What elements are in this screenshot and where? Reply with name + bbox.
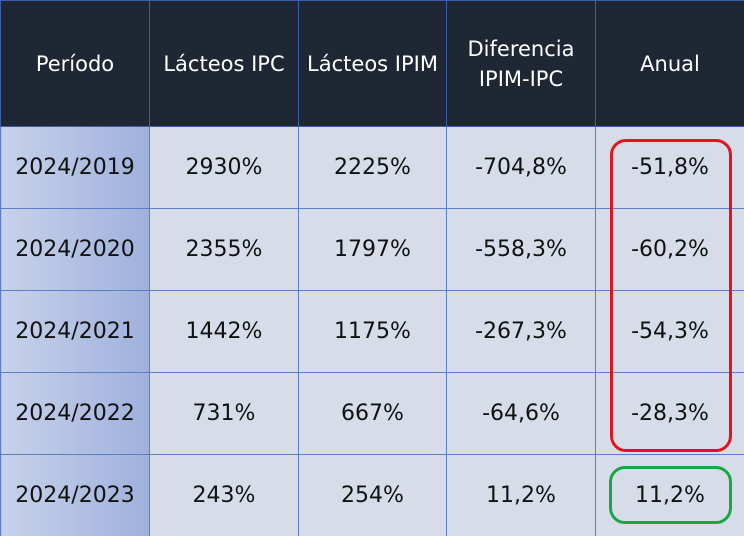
cell-ipc: 1442%	[149, 290, 299, 373]
cell-ipim: 667%	[298, 372, 447, 455]
cell-diferencia: -558,3%	[446, 208, 596, 291]
cell-ipim: 2225%	[298, 126, 447, 209]
table-row: 2024/2023 243% 254% 11,2% 11,2%	[0, 454, 744, 536]
header-lacteos-ipim: Lácteos IPIM	[298, 0, 447, 127]
cell-periodo: 2024/2020	[0, 208, 150, 291]
table-row: 2024/2020 2355% 1797% -558,3% -60,2%	[0, 208, 744, 291]
cell-anual: -28,3%	[595, 372, 744, 455]
cell-diferencia: 11,2%	[446, 454, 596, 536]
table-row: 2024/2021 1442% 1175% -267,3% -54,3%	[0, 290, 744, 373]
cell-periodo: 2024/2021	[0, 290, 150, 373]
cell-diferencia: -267,3%	[446, 290, 596, 373]
cell-anual: -54,3%	[595, 290, 744, 373]
cell-periodo: 2024/2023	[0, 454, 150, 536]
cell-periodo: 2024/2022	[0, 372, 150, 455]
cell-ipc: 2355%	[149, 208, 299, 291]
header-periodo: Período	[0, 0, 150, 127]
cell-ipim: 1175%	[298, 290, 447, 373]
table-row: 2024/2022 731% 667% -64,6% -28,3%	[0, 372, 744, 455]
cell-periodo: 2024/2019	[0, 126, 150, 209]
cell-anual: -60,2%	[595, 208, 744, 291]
header-row: Período Lácteos IPC Lácteos IPIM Diferen…	[0, 0, 744, 127]
cell-anual: 11,2%	[595, 454, 744, 536]
cell-ipc: 2930%	[149, 126, 299, 209]
cell-anual: -51,8%	[595, 126, 744, 209]
header-diferencia: Diferencia IPIM-IPC	[446, 0, 596, 127]
cell-diferencia: -64,6%	[446, 372, 596, 455]
header-lacteos-ipc: Lácteos IPC	[149, 0, 299, 127]
cell-ipc: 243%	[149, 454, 299, 536]
header-anual: Anual	[595, 0, 744, 127]
cell-ipc: 731%	[149, 372, 299, 455]
table-row: 2024/2019 2930% 2225% -704,8% -51,8%	[0, 126, 744, 209]
cell-ipim: 254%	[298, 454, 447, 536]
cell-diferencia: -704,8%	[446, 126, 596, 209]
cell-ipim: 1797%	[298, 208, 447, 291]
